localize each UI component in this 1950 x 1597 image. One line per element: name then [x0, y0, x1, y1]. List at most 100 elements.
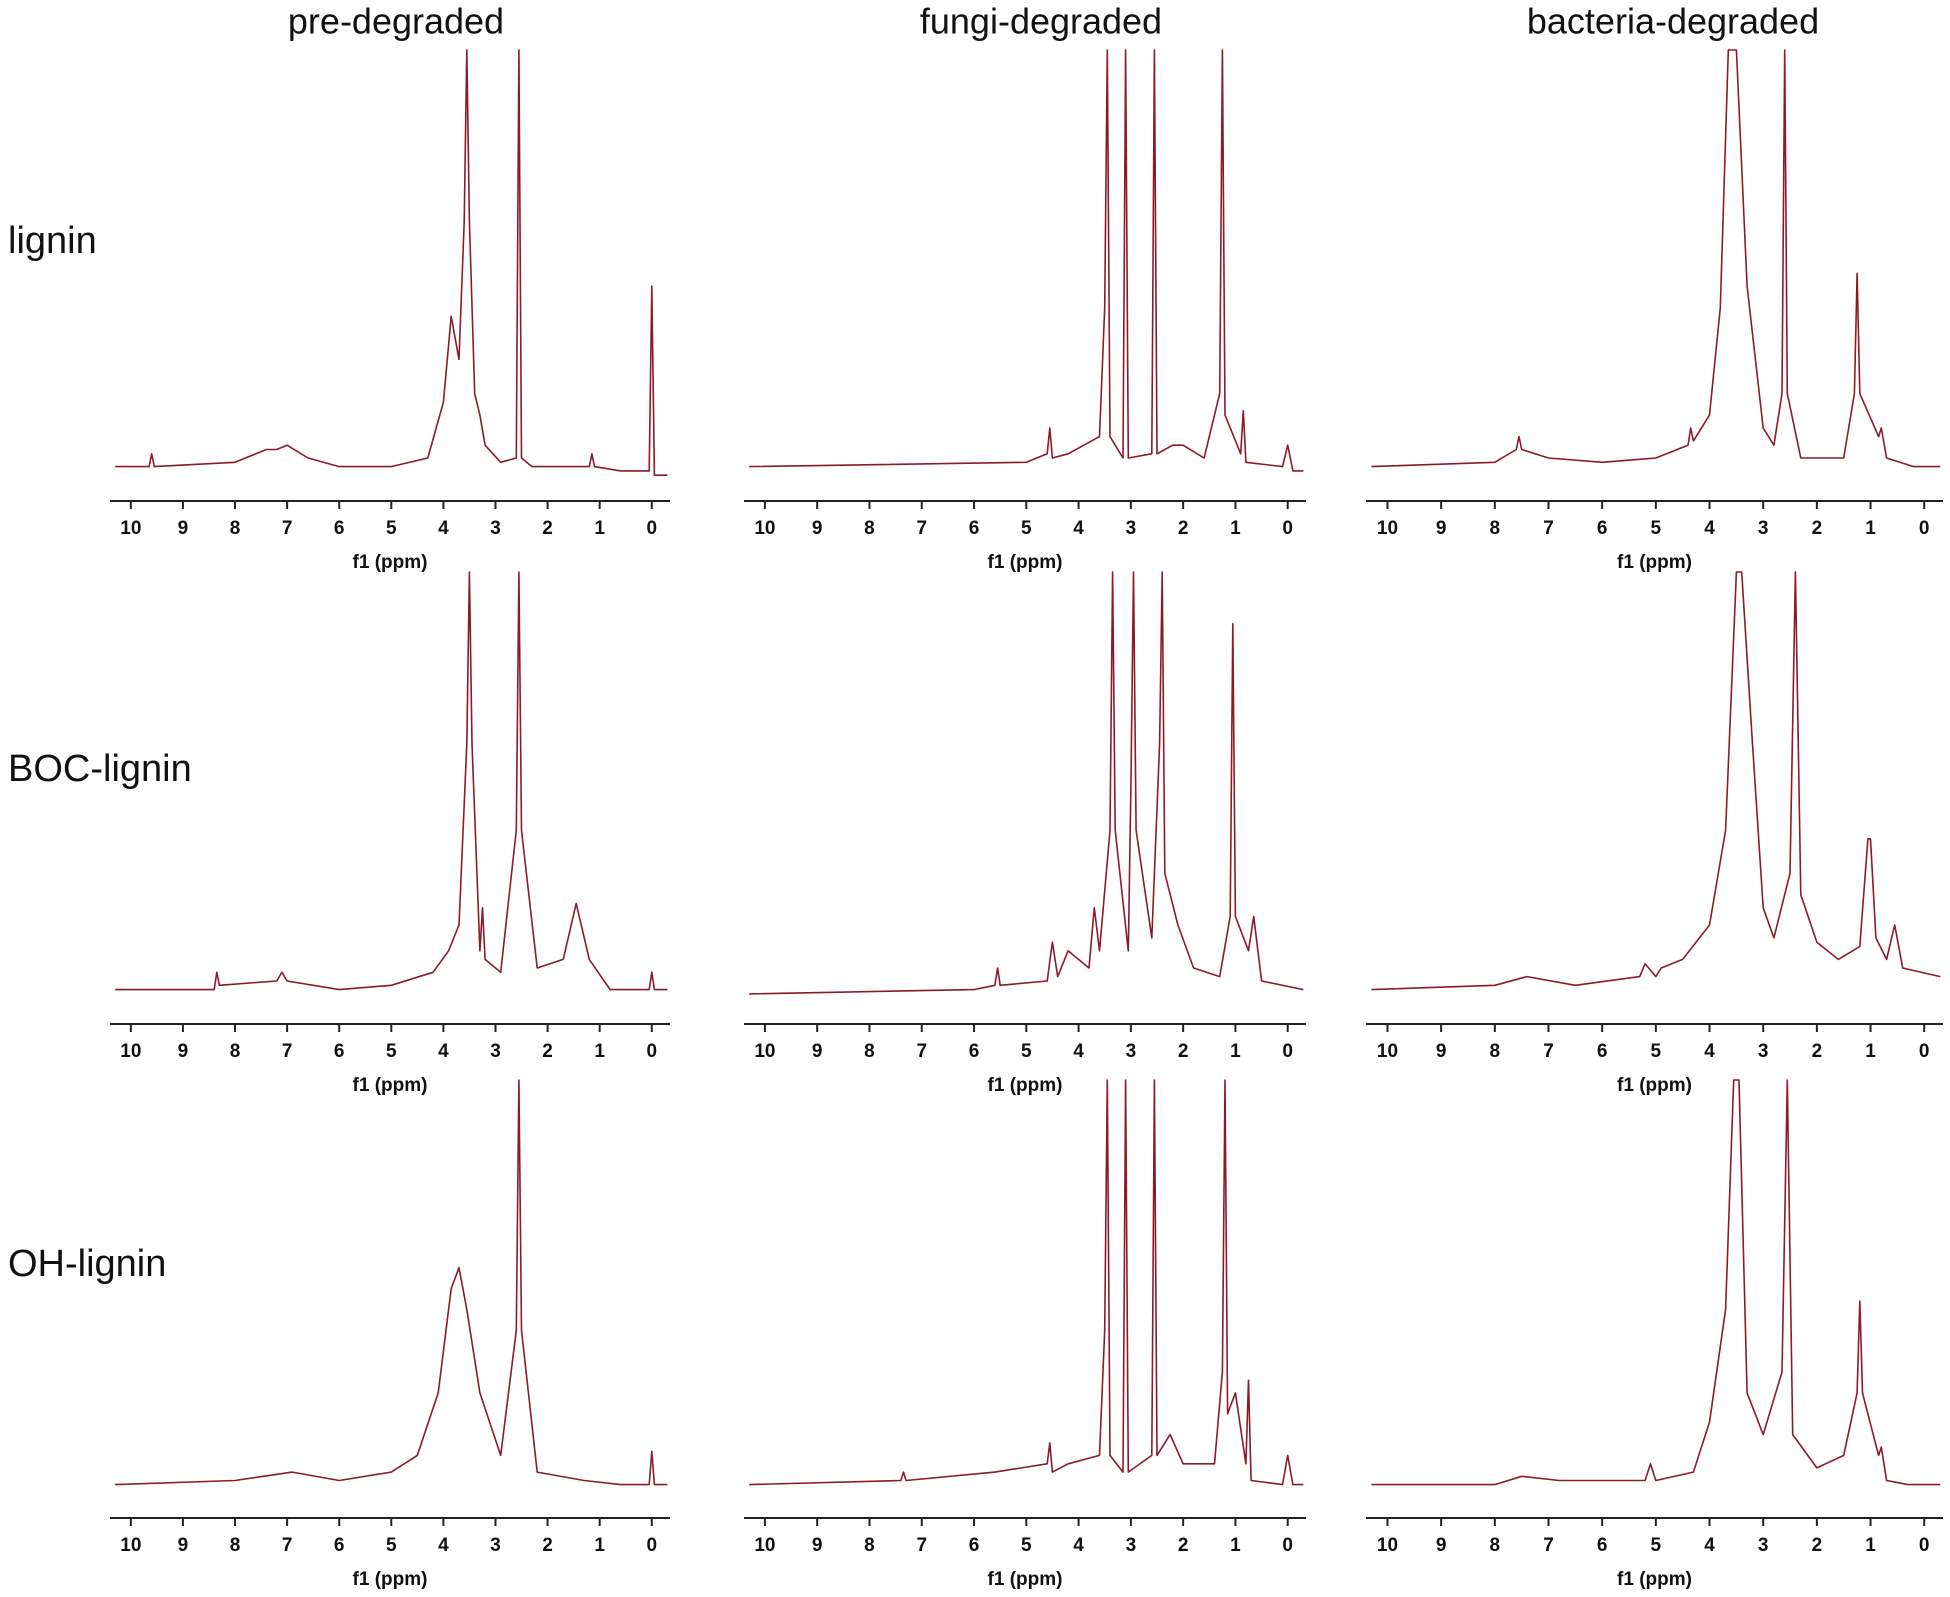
x-tick-label: 3 — [490, 1535, 501, 1556]
spectrum-line — [1371, 571, 1941, 991]
x-tick-label: 10 — [754, 1041, 775, 1062]
x-tick-label: 5 — [1021, 518, 1032, 539]
x-axis-label: f1 (ppm) — [353, 1569, 428, 1590]
x-tick-label: 5 — [1021, 1041, 1032, 1062]
x-tick-label: 10 — [1377, 1535, 1398, 1556]
x-tick-label: 9 — [1436, 518, 1447, 539]
x-tick-label: 8 — [230, 518, 241, 539]
x-tick-label: 6 — [334, 1041, 345, 1062]
x-tick-label: 2 — [1812, 518, 1823, 539]
x-tick-label: 6 — [969, 1041, 980, 1062]
x-tick-label: 4 — [1073, 518, 1084, 539]
x-tick-label: 0 — [646, 1535, 657, 1556]
spectrum-line — [115, 49, 668, 476]
x-tick-label: 4 — [1704, 1041, 1715, 1062]
x-tick-label: 10 — [120, 1041, 141, 1062]
x-tick-label: 8 — [1490, 518, 1501, 539]
x-tick-label: 0 — [646, 518, 657, 539]
x-tick-label: 9 — [812, 1041, 823, 1062]
x-tick-label: 5 — [386, 518, 397, 539]
row-label: BOC-lignin — [8, 748, 192, 790]
column-title: fungi-degraded — [920, 1, 1162, 42]
x-tick-label: 7 — [1543, 518, 1554, 539]
x-tick-label: 2 — [542, 518, 553, 539]
x-tick-label: 3 — [1758, 518, 1769, 539]
x-tick-label: 3 — [1758, 1041, 1769, 1062]
x-tick-label: 9 — [812, 518, 823, 539]
x-tick-label: 5 — [386, 1041, 397, 1062]
x-tick-label: 10 — [754, 518, 775, 539]
x-tick-label: 9 — [1436, 1535, 1447, 1556]
x-tick-label: 6 — [334, 518, 345, 539]
x-tick-label: 4 — [438, 1535, 449, 1556]
x-tick-label: 9 — [812, 1535, 823, 1556]
x-tick-label: 7 — [916, 1041, 927, 1062]
column-title: bacteria-degraded — [1527, 1, 1819, 42]
x-tick-label: 2 — [1178, 518, 1189, 539]
x-tick-label: 0 — [1919, 518, 1930, 539]
x-tick-label: 7 — [282, 1535, 293, 1556]
x-tick-label: 8 — [864, 1041, 875, 1062]
x-tick-label: 8 — [864, 1535, 875, 1556]
x-tick-label: 10 — [1377, 518, 1398, 539]
x-axis-label: f1 (ppm) — [988, 1075, 1063, 1096]
x-tick-label: 0 — [1919, 1041, 1930, 1062]
x-tick-label: 8 — [1490, 1535, 1501, 1556]
x-tick-label: 5 — [1651, 1041, 1662, 1062]
x-tick-label: 2 — [1812, 1535, 1823, 1556]
x-tick-label: 5 — [386, 1535, 397, 1556]
x-tick-label: 6 — [1597, 1535, 1608, 1556]
x-axis-label: f1 (ppm) — [1617, 1075, 1692, 1096]
x-tick-label: 1 — [594, 518, 605, 539]
spectrum-line — [1371, 49, 1941, 468]
x-tick-label: 10 — [120, 1535, 141, 1556]
x-tick-label: 7 — [916, 518, 927, 539]
x-tick-label: 3 — [490, 518, 501, 539]
row-label: lignin — [8, 220, 97, 262]
spectrum-line — [749, 1079, 1304, 1486]
x-axis-label: f1 (ppm) — [1617, 552, 1692, 573]
x-tick-label: 1 — [594, 1535, 605, 1556]
x-tick-label: 4 — [438, 518, 449, 539]
x-tick-label: 6 — [1597, 518, 1608, 539]
x-tick-label: 9 — [178, 1041, 189, 1062]
x-tick-label: 3 — [490, 1041, 501, 1062]
x-tick-label: 4 — [1704, 518, 1715, 539]
x-tick-label: 2 — [542, 1041, 553, 1062]
x-tick-label: 4 — [1704, 1535, 1715, 1556]
x-tick-label: 0 — [1282, 1535, 1293, 1556]
x-tick-label: 1 — [1230, 1535, 1241, 1556]
x-tick-label: 8 — [230, 1041, 241, 1062]
x-tick-label: 8 — [864, 518, 875, 539]
x-tick-label: 7 — [1543, 1535, 1554, 1556]
x-tick-label: 5 — [1651, 518, 1662, 539]
x-tick-label: 2 — [1178, 1041, 1189, 1062]
x-tick-label: 4 — [1073, 1535, 1084, 1556]
x-tick-label: 0 — [646, 1041, 657, 1062]
x-tick-label: 3 — [1126, 1041, 1137, 1062]
x-tick-label: 1 — [1865, 518, 1876, 539]
x-tick-label: 6 — [334, 1535, 345, 1556]
x-tick-label: 0 — [1282, 518, 1293, 539]
x-axis-label: f1 (ppm) — [1617, 1569, 1692, 1590]
x-tick-label: 0 — [1919, 1535, 1930, 1556]
x-tick-label: 7 — [282, 1041, 293, 1062]
x-tick-label: 8 — [1490, 1041, 1501, 1062]
x-tick-label: 1 — [1865, 1041, 1876, 1062]
x-tick-label: 10 — [120, 518, 141, 539]
x-tick-label: 9 — [178, 518, 189, 539]
x-tick-label: 2 — [542, 1535, 553, 1556]
spectrum-line — [115, 571, 668, 991]
x-axis-label: f1 (ppm) — [353, 552, 428, 573]
x-tick-label: 7 — [916, 1535, 927, 1556]
x-tick-label: 7 — [282, 518, 293, 539]
x-tick-label: 10 — [1377, 1041, 1398, 1062]
x-tick-label: 3 — [1126, 1535, 1137, 1556]
x-tick-label: 1 — [1230, 1041, 1241, 1062]
x-tick-label: 9 — [1436, 1041, 1447, 1062]
x-tick-label: 5 — [1651, 1535, 1662, 1556]
x-tick-label: 1 — [1865, 1535, 1876, 1556]
x-tick-label: 2 — [1812, 1041, 1823, 1062]
